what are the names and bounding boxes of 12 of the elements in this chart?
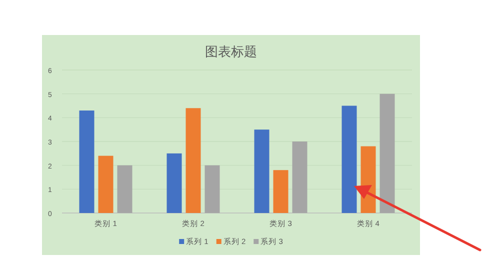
bar	[166, 153, 182, 213]
bar	[117, 165, 132, 213]
bar	[273, 170, 288, 213]
bar	[292, 142, 308, 213]
bar	[186, 108, 201, 213]
bar	[380, 94, 395, 213]
bar	[79, 110, 94, 213]
bar	[204, 165, 220, 213]
bar	[342, 106, 357, 213]
bar	[254, 130, 270, 213]
chart-title: 图表标题	[205, 44, 257, 59]
bar	[98, 156, 114, 213]
